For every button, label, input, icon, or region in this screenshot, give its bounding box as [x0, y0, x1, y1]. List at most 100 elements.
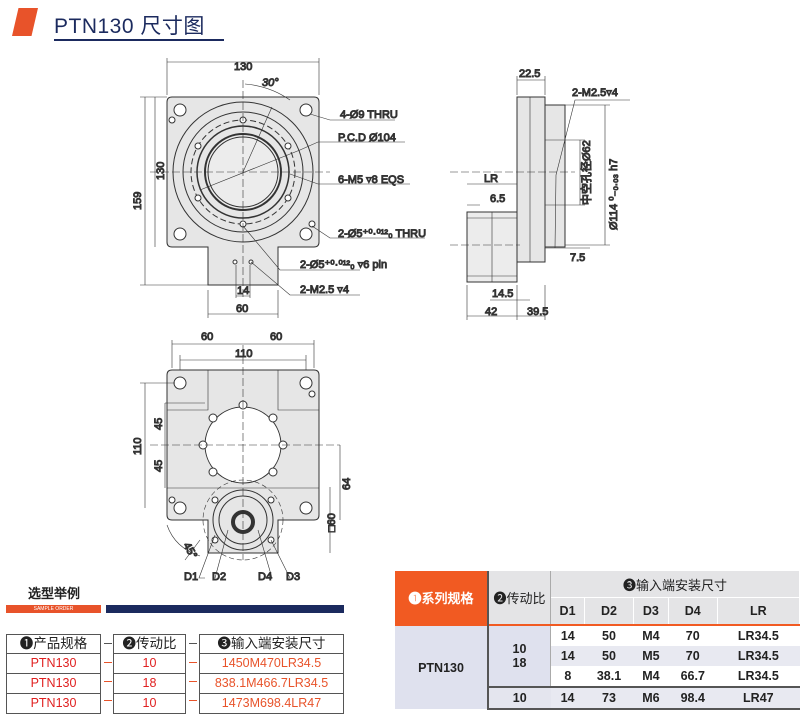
- cell: 18: [114, 673, 185, 693]
- dim-22-5: 22.5: [519, 68, 540, 80]
- dim-angle-45: 45°: [180, 541, 199, 561]
- dim-45-upper: 45: [153, 418, 165, 430]
- cell: 50: [584, 646, 634, 666]
- series-cell: PTN130: [395, 624, 489, 709]
- cell: LR34.5: [717, 666, 800, 687]
- label-d2: D2: [212, 571, 226, 583]
- col-d2: D2: [584, 597, 634, 625]
- cell: 50: [584, 624, 634, 646]
- page-header: PTN130 尺寸图: [12, 8, 224, 41]
- cell: LR47: [717, 686, 800, 710]
- side-view: [450, 76, 630, 320]
- dim-total-height: 159: [132, 192, 144, 210]
- cell: M6: [633, 686, 669, 710]
- header-input: ❸输入端安装尺寸: [550, 571, 800, 598]
- cell: LR34.5: [717, 624, 800, 646]
- sample-order-subtitle: SAMPLE ORDER: [6, 605, 101, 613]
- cell: 1473M698.4LR47: [200, 693, 343, 713]
- dim-width: 130: [234, 61, 252, 73]
- cell: 1450M470LR34.5: [200, 653, 343, 673]
- callout: P.C.D Ø104: [338, 132, 396, 144]
- sample-ratio-column: ❷传动比 10 18 10: [113, 634, 186, 714]
- header-series: ❶系列规格: [395, 571, 489, 625]
- col-d1: D1: [550, 597, 586, 625]
- dim-64: 64: [341, 478, 353, 490]
- dim-angle: 30°: [262, 77, 279, 89]
- dim-14-5: 14.5: [492, 288, 513, 300]
- dim-14: 14: [237, 285, 249, 297]
- dim-60-right: 60: [270, 331, 282, 343]
- callout: 4-Ø9 THRU: [340, 109, 398, 121]
- table-row: PTN130 10 18 14 50 M4 70 LR34.5: [395, 624, 800, 709]
- dim-42: 42: [485, 306, 497, 318]
- cell: PTN130: [7, 693, 100, 713]
- sample-order-title: 选型举例: [28, 586, 81, 601]
- dim-110-width: 110: [235, 348, 253, 360]
- header-ratio: ❷传动比: [488, 571, 551, 625]
- side-view-labels: 22.5 2-M2.5▿4 中空孔径Ø62 Ø114 ⁰₋₀.₀₃ h7 LR …: [484, 68, 621, 319]
- cell: 838.1M466.7LR34.5: [200, 673, 343, 693]
- col-d3: D3: [633, 597, 669, 625]
- separator: [189, 662, 197, 663]
- dim-pilot: Ø114 ⁰₋₀.₀₃ h7: [608, 159, 620, 230]
- page-title: PTN130 尺寸图: [54, 15, 205, 38]
- cell: 66.7: [668, 666, 718, 687]
- dim-lr: LR: [484, 173, 498, 185]
- bottom-view-labels: 60 60 110 110 45 45 64 □60 45° D1 D2 D4 …: [132, 331, 354, 584]
- header-spec: ❶产品规格: [19, 636, 88, 651]
- cell: M4: [633, 624, 669, 646]
- dim-height: 130: [155, 162, 167, 180]
- dim-45-lower: 45: [153, 460, 165, 472]
- table-row: 10 14 73 M6 98.4 LR47: [395, 686, 800, 710]
- dim-110-height: 110: [132, 437, 144, 455]
- cell: 8: [550, 666, 585, 687]
- callout: 2-M2.5 ▿4: [300, 284, 349, 296]
- bottom-view: [140, 340, 341, 579]
- separator: [104, 681, 112, 682]
- technical-drawings: 130 30° 159 130 14 60 4-Ø9 THRU P.C.D Ø1…: [132, 58, 630, 584]
- title-underline: [54, 39, 224, 41]
- cell: 10: [114, 693, 185, 713]
- ratio-cell: 10 18: [488, 624, 551, 687]
- col-lr: LR: [717, 597, 800, 625]
- cell: PTN130: [7, 673, 100, 693]
- cell: LR34.5: [717, 646, 800, 666]
- cell: M5: [633, 646, 669, 666]
- callout-tap: 2-M2.5▿4: [572, 87, 618, 99]
- spec-table: ❶系列规格 ❷传动比 ❸输入端安装尺寸 D1 D2 D3 D4 LR PTN13…: [395, 571, 800, 710]
- top-view-labels: 130 30° 159 130 14 60 4-Ø9 THRU P.C.D Ø1…: [132, 61, 427, 316]
- table-row: 8 38.1 M4 66.7 LR34.5: [395, 666, 800, 687]
- dim-square-60: □60: [326, 513, 338, 532]
- separator: [104, 662, 112, 663]
- cell: 14: [550, 686, 585, 710]
- dim-39-5: 39.5: [527, 306, 548, 318]
- label-d3: D3: [286, 571, 300, 583]
- ratio-cell: 10: [488, 686, 551, 710]
- sample-input-column: ❸输入端安装尺寸 1450M470LR34.5 838.1M466.7LR34.…: [199, 634, 344, 714]
- ratio-10: 10: [512, 642, 527, 656]
- sample-spec-column: ❶产品规格 PTN130 PTN130 PTN130: [6, 634, 101, 714]
- cell: 10: [114, 653, 185, 673]
- header-ratio: ❷传动比: [122, 636, 177, 651]
- top-view: [140, 58, 425, 318]
- header-input: ❸输入端安装尺寸: [217, 636, 326, 651]
- col-d4: D4: [668, 597, 718, 625]
- dim-7-5: 7.5: [570, 252, 585, 264]
- separator: [104, 643, 112, 644]
- sample-order-bar: [106, 605, 344, 613]
- cell: 70: [668, 646, 718, 666]
- callout: 2-Ø5⁺⁰·⁰¹²₀ ▿6 pin: [300, 259, 387, 271]
- cell: 14: [550, 624, 585, 646]
- table-row: 14 50 M5 70 LR34.5: [395, 646, 800, 666]
- ratio-18: 18: [512, 656, 527, 670]
- cell: 98.4: [668, 686, 718, 710]
- dim-6-5: 6.5: [490, 193, 505, 205]
- separator: [189, 681, 197, 682]
- label-d4: D4: [258, 571, 272, 583]
- cell: 14: [550, 646, 585, 666]
- separator: [189, 643, 197, 644]
- cell: M4: [633, 666, 669, 687]
- cell: 70: [668, 624, 718, 646]
- separator: [104, 700, 112, 701]
- label-d1: D1: [184, 571, 198, 583]
